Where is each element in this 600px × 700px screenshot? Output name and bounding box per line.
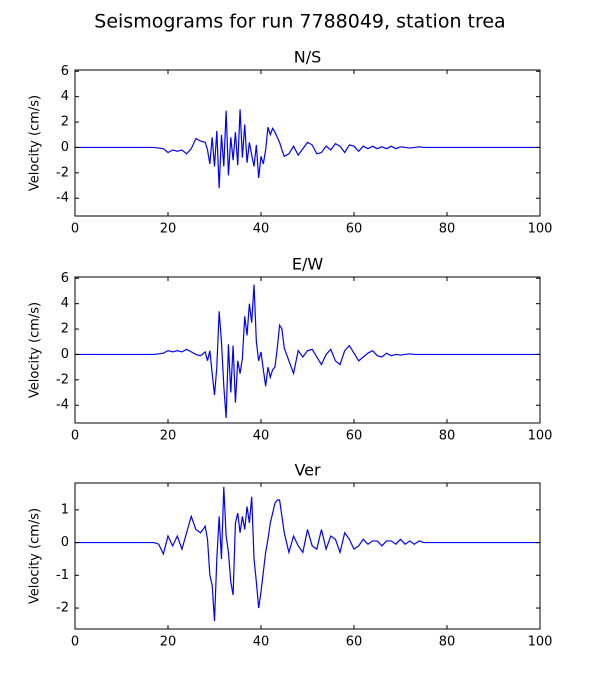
y-tick-label: 2 <box>61 115 69 130</box>
y-tick-label: 0 <box>61 535 69 550</box>
x-tick-label: 60 <box>346 635 363 650</box>
axes-frame <box>74 276 541 424</box>
x-tick-label: 20 <box>160 222 177 237</box>
x-tick-label: 60 <box>346 429 363 444</box>
y-tick-label: 4 <box>61 89 69 104</box>
x-tick-label: 60 <box>346 222 363 237</box>
y-tick-label: 0 <box>61 140 69 155</box>
y-axis-label: Velocity (cm/s) <box>28 508 43 604</box>
y-tick-label: 6 <box>61 271 69 286</box>
x-tick-label: 40 <box>253 222 270 237</box>
axes-title: E/W <box>292 255 324 274</box>
figure-title: Seismograms for run 7788049, station tre… <box>94 11 505 33</box>
x-tick-label: 100 <box>528 222 553 237</box>
y-tick-label: -4 <box>56 191 69 206</box>
y-tick-label: -2 <box>56 165 69 180</box>
x-tick-label: 80 <box>439 429 456 444</box>
axes-frame <box>74 482 541 630</box>
x-tick-label: 80 <box>439 222 456 237</box>
axes-title: N/S <box>294 48 322 67</box>
x-tick-label: 100 <box>528 635 553 650</box>
axes-title: Ver <box>294 461 321 480</box>
x-tick-label: 80 <box>439 635 456 650</box>
axes-frame <box>74 69 541 217</box>
x-tick-label: 0 <box>71 635 79 650</box>
x-tick-label: 0 <box>71 429 79 444</box>
x-tick-label: 40 <box>253 635 270 650</box>
x-tick-label: 0 <box>71 222 79 237</box>
y-tick-label: 0 <box>61 347 69 362</box>
series-line <box>75 284 540 418</box>
y-tick-label: 2 <box>61 322 69 337</box>
x-tick-label: 20 <box>160 635 177 650</box>
y-tick-label: -2 <box>56 601 69 616</box>
x-tick-label: 20 <box>160 429 177 444</box>
y-axis-label: Velocity (cm/s) <box>28 95 43 191</box>
x-tick-label: 100 <box>528 429 553 444</box>
y-axis-label: Velocity (cm/s) <box>28 302 43 398</box>
series-line <box>75 109 540 189</box>
y-tick-label: 1 <box>61 502 69 517</box>
y-tick-label: -2 <box>56 372 69 387</box>
y-tick-label: -1 <box>56 568 69 583</box>
y-tick-label: 6 <box>61 64 69 79</box>
y-tick-label: -4 <box>56 398 69 413</box>
x-tick-label: 40 <box>253 429 270 444</box>
series-line <box>75 486 540 622</box>
y-tick-label: 4 <box>61 296 69 311</box>
